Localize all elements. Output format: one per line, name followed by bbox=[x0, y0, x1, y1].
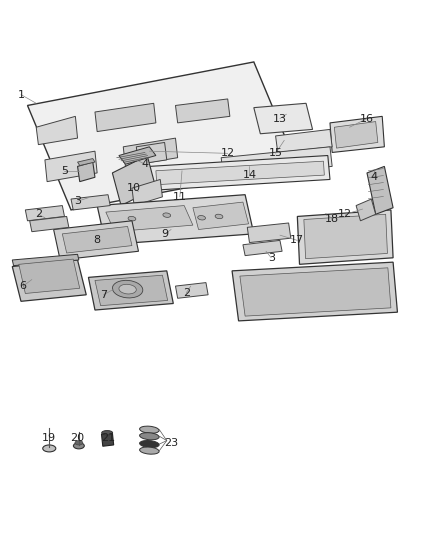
Text: 6: 6 bbox=[20, 281, 27, 291]
Polygon shape bbox=[71, 195, 110, 210]
Polygon shape bbox=[12, 254, 79, 265]
Text: 15: 15 bbox=[268, 148, 283, 158]
Ellipse shape bbox=[140, 426, 159, 433]
Polygon shape bbox=[132, 180, 162, 206]
Text: 4: 4 bbox=[141, 159, 148, 169]
Polygon shape bbox=[240, 268, 391, 316]
Polygon shape bbox=[119, 147, 156, 164]
Text: 2: 2 bbox=[35, 209, 42, 219]
Text: 12: 12 bbox=[221, 148, 235, 158]
Polygon shape bbox=[156, 161, 324, 184]
Text: 13: 13 bbox=[273, 114, 287, 124]
Polygon shape bbox=[254, 103, 313, 134]
Polygon shape bbox=[247, 223, 291, 243]
Text: 2: 2 bbox=[183, 288, 190, 297]
Ellipse shape bbox=[119, 284, 136, 294]
Text: 12: 12 bbox=[338, 209, 352, 219]
Polygon shape bbox=[149, 156, 330, 190]
Ellipse shape bbox=[74, 443, 84, 449]
Ellipse shape bbox=[140, 433, 159, 440]
Polygon shape bbox=[176, 282, 208, 298]
Polygon shape bbox=[232, 262, 397, 321]
Ellipse shape bbox=[140, 440, 159, 448]
Text: 11: 11 bbox=[173, 192, 187, 202]
Polygon shape bbox=[25, 206, 64, 221]
Polygon shape bbox=[276, 130, 332, 152]
Polygon shape bbox=[95, 275, 168, 305]
Polygon shape bbox=[297, 210, 393, 264]
Ellipse shape bbox=[215, 214, 223, 219]
Polygon shape bbox=[330, 116, 385, 152]
Polygon shape bbox=[78, 162, 95, 182]
Text: 3: 3 bbox=[268, 253, 275, 263]
Polygon shape bbox=[334, 122, 378, 148]
Polygon shape bbox=[367, 166, 393, 214]
Polygon shape bbox=[221, 147, 332, 176]
Ellipse shape bbox=[140, 447, 159, 454]
Ellipse shape bbox=[102, 431, 113, 435]
Polygon shape bbox=[62, 227, 132, 253]
Polygon shape bbox=[78, 158, 95, 166]
Polygon shape bbox=[123, 138, 178, 166]
Text: 5: 5 bbox=[61, 166, 68, 176]
Ellipse shape bbox=[113, 280, 143, 298]
Polygon shape bbox=[102, 433, 114, 446]
Text: 20: 20 bbox=[71, 433, 85, 443]
Polygon shape bbox=[12, 260, 86, 301]
Polygon shape bbox=[193, 202, 249, 230]
Polygon shape bbox=[106, 206, 193, 232]
Ellipse shape bbox=[75, 441, 83, 445]
Text: 10: 10 bbox=[127, 183, 141, 193]
Polygon shape bbox=[19, 259, 80, 294]
Text: 18: 18 bbox=[325, 214, 339, 224]
Polygon shape bbox=[176, 99, 230, 123]
Text: 9: 9 bbox=[161, 229, 168, 239]
Polygon shape bbox=[45, 151, 97, 182]
Text: 16: 16 bbox=[360, 114, 374, 124]
Polygon shape bbox=[97, 195, 254, 245]
Text: 23: 23 bbox=[164, 438, 178, 448]
Polygon shape bbox=[53, 221, 138, 260]
Text: 1: 1 bbox=[18, 90, 25, 100]
Text: 19: 19 bbox=[42, 433, 57, 443]
Polygon shape bbox=[28, 62, 297, 210]
Polygon shape bbox=[113, 156, 156, 206]
Polygon shape bbox=[30, 216, 69, 232]
Polygon shape bbox=[136, 142, 167, 164]
Text: 4: 4 bbox=[370, 172, 377, 182]
Text: 14: 14 bbox=[242, 170, 257, 180]
Ellipse shape bbox=[198, 215, 205, 220]
Ellipse shape bbox=[43, 445, 56, 452]
Polygon shape bbox=[95, 103, 156, 132]
Text: 3: 3 bbox=[74, 196, 81, 206]
Ellipse shape bbox=[128, 216, 136, 221]
Text: 17: 17 bbox=[290, 236, 304, 245]
Text: 21: 21 bbox=[101, 433, 115, 443]
Polygon shape bbox=[304, 214, 388, 259]
Polygon shape bbox=[356, 199, 376, 221]
Text: 8: 8 bbox=[94, 236, 101, 245]
Polygon shape bbox=[243, 240, 282, 256]
Polygon shape bbox=[36, 116, 78, 144]
Polygon shape bbox=[88, 271, 173, 310]
Ellipse shape bbox=[163, 213, 171, 217]
Text: 7: 7 bbox=[100, 290, 107, 300]
